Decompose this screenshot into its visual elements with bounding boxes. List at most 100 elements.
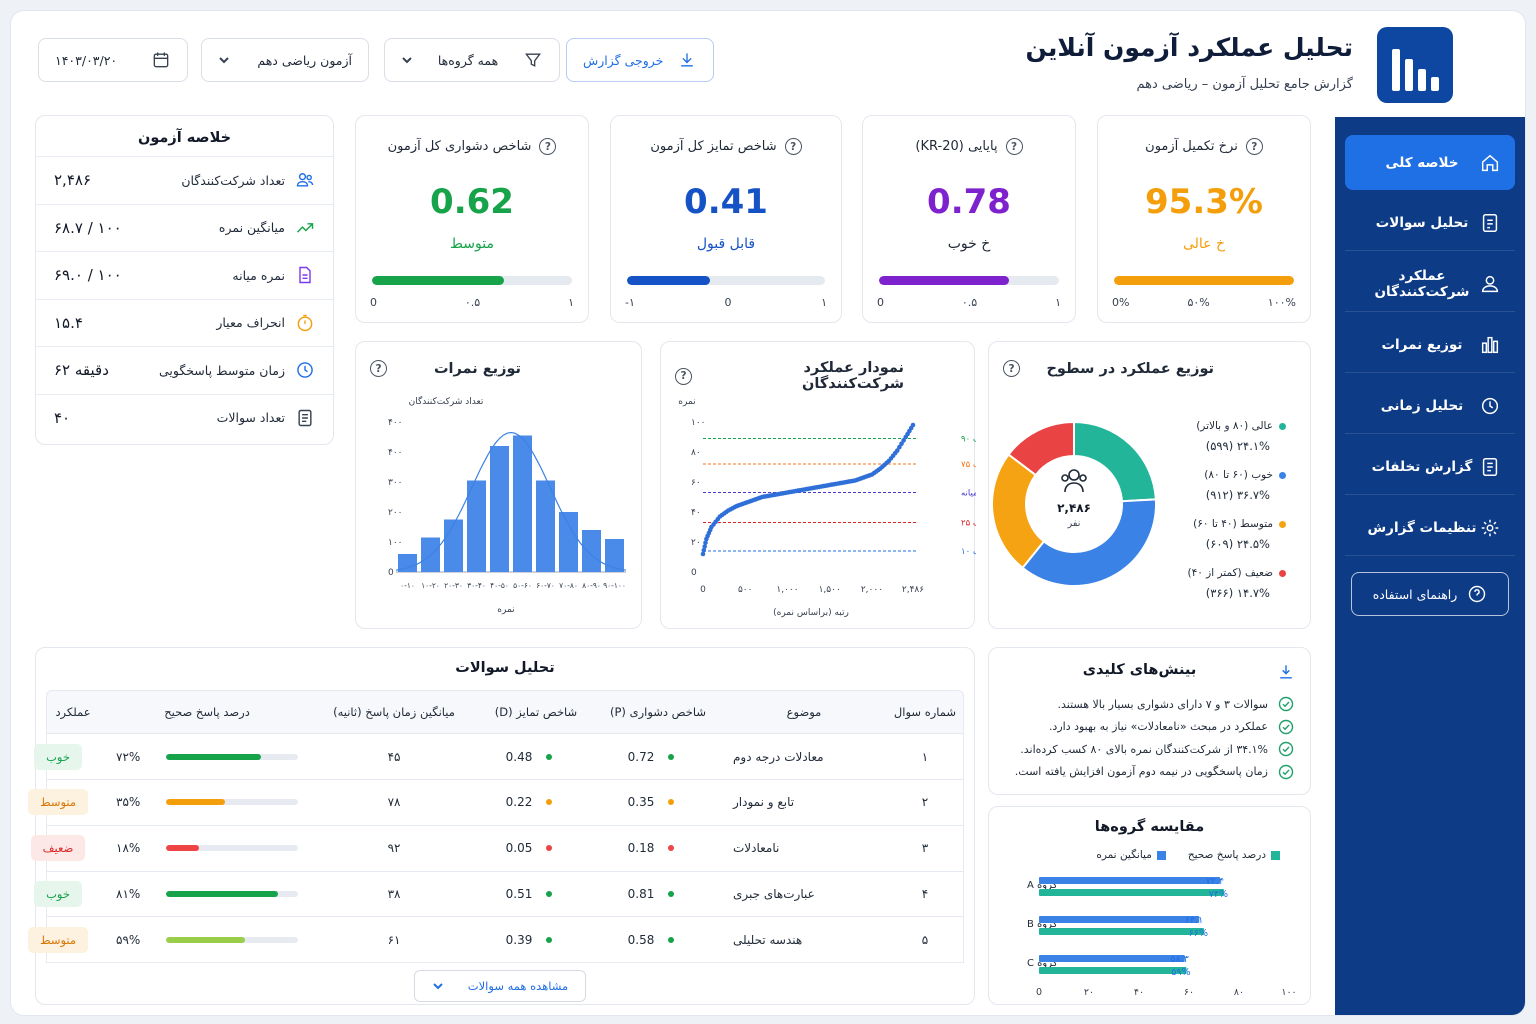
exam-summary-card: خلاصه آزمون تعداد شرکت‌کنندگان ۲,۴۸۶ میانگ… [35,115,334,445]
table-row[interactable]: ۲ تابع و نمودار 0.35 0.22 ۷۸ ۳۵% متوسط [27,779,964,826]
help-circle-icon[interactable]: ? [784,138,802,155]
histogram-ytick: ۲۰۰ [388,508,403,518]
summary-value: ۶۲ دقیقه [54,361,109,379]
column-header: موضوع [786,705,822,719]
home-icon [1481,154,1499,171]
histogram-xtick: ۹۰-۱۰۰ [603,581,626,590]
insight-item: عملکرد در مبحث «نامعادلات» نیاز به بهبود… [1009,719,1294,735]
table-row[interactable]: ۴ عبارت‌های جبری 0.81 0.51 ۳۸ ۸۱% خوب [34,871,964,918]
exam-select-dropdown[interactable]: آزمون ریاضی دهم [201,38,369,82]
performance-badge: خوب [34,743,82,770]
discrimination-value: 0.05 [505,841,533,856]
summary-value: ۶۸.۷ / ۱۰۰ [54,218,122,237]
summary-row: زمان متوسط پاسخگویی ۶۲ دقیقه [36,346,333,393]
help-button[interactable]: راهنمای استفاده [1351,572,1509,616]
histogram-ytick: ۴۰۰ [388,448,403,458]
timer-icon [295,313,315,333]
reference-label: صدک ۹۰ [961,435,976,445]
insights-title: بینش‌های کلیدی [1082,662,1197,678]
scatter-chart: نمره 0 ۲۰ ۴۰ ۶۰ ۸۰ ۱۰۰ 0 ۵۰۰ ۱,۰۰۰ ۱,۵۰۰ ۲,۰۰۰ ۲,۴۸۶… [678,397,976,618]
mean-value-label: ۶۴.۱ [1185,915,1203,926]
export-report-button[interactable]: خروجی گزارش [566,38,714,82]
help-circle-icon[interactable]: ? [1003,360,1020,377]
status-dot [668,936,675,943]
date-picker[interactable]: ۱۴۰۳/۰۳/۲۰ [38,38,188,82]
performance-badge: ضعیف [30,835,86,862]
summary-title: خلاصه آزمون [137,130,232,146]
summary-value: ۲,۴۸۶ [54,171,91,189]
avg-time: ۴۵ [387,749,401,764]
question-number: ۵ [921,932,929,947]
correct-pct-bar [166,799,298,806]
clock-icon [1481,397,1499,415]
sidebar-item-time[interactable]: تحلیل زمانی [1345,379,1515,434]
help-circle-icon[interactable]: ? [1005,138,1023,155]
scatter-xtick: 0 [700,585,706,595]
help-circle-icon[interactable]: ? [1245,138,1263,155]
mean-bar [1039,955,1185,962]
correct-pct: ۱۸% [116,841,141,856]
legend-correct: درصد پاسخ صحیح [1187,849,1266,861]
kpi-tick: ۱ [1055,296,1061,309]
sidebar-item-violations[interactable]: گزارش تخلفات [1345,440,1515,495]
legend-item: خوب (۶۰ تا ۸۰) ۳۶.۷% (۹۱۲) [1168,469,1286,502]
histogram-xtick: ۶۰-۷۰ [536,581,555,590]
scatter-point [703,540,708,546]
column-header: عملکرد [55,705,91,719]
kpi-value: 95.3% [1145,182,1263,222]
legend-item: عالی (۸۰ و بالاتر) ۲۴.۱% (۵۹۹) [1168,420,1286,453]
kpi-tick: 0% [1112,296,1130,309]
summary-value: ۱۵.۴ [54,313,83,332]
normal-curve [395,431,627,571]
summary-label: انحراف معیار [216,315,285,330]
histogram-ytick: 0 [388,568,394,578]
scatter-xtick: ۵۰۰ [738,585,753,595]
user-icon [1481,275,1499,293]
help-circle-icon[interactable]: ? [675,367,692,385]
correct-bar [1039,928,1204,935]
sidebar-item-participants[interactable]: عملکرد شرکت‌کنندگان [1345,257,1515,312]
question-number: ۳ [921,841,929,856]
table-row[interactable]: ۱ معادلات درجه دوم 0.72 0.48 ۴۵ ۷۲% خوب [34,734,964,780]
legend-label: عالی (۸۰ و بالاتر) [1196,420,1273,432]
sidebar-item-label: خلاصه کلی [1385,154,1459,171]
histogram-bar [605,539,624,572]
scatter-ylabel: نمره [678,397,695,407]
sidebar-item-overview[interactable]: خلاصه کلی [1345,135,1515,190]
view-all-questions-button[interactable]: مشاهده همه سوالات [414,970,586,1002]
histogram-ylabel: تعداد شرکت‌کنندگان [409,395,484,407]
insight-text: زمان پاسخگویی در نیمه دوم آزمون افزایش ی… [1014,765,1268,778]
legend-stat: ۳۶.۷% (۹۱۲) [1205,488,1270,502]
sidebar-item-label: توزیع نمرات [1381,337,1463,353]
group-filter-dropdown[interactable]: همه گروه‌ها [384,38,560,82]
kpi-discrimination: ? شاخص تمایز کل آزمون 0.41 قابل قبول -۱ 0 ۱ [610,115,842,323]
kpi-tick: 0 [877,296,884,309]
questions-analysis-card: تحلیل سوالات شماره سوال موضوع شاخص دشواری … [27,647,975,1005]
discrimination-value: 0.22 [505,795,533,810]
kpi-reliability: ? پایایی (KR-20) 0.78 خ خوب 0 ۰.۵ ۱ [862,115,1076,323]
column-header: شاخص تمایز (D) [494,705,578,719]
sidebar-item-scores[interactable]: توزیع نمرات [1345,318,1515,373]
question-topic: عبارت‌های جبری [733,886,815,901]
table-row[interactable]: ۵ هندسه تحلیلی 0.58 0.39 ۶۱ ۵۹% متوسط [27,917,964,964]
table-row[interactable]: ۳ نامعادلات 0.18 0.05 ۹۲ ۱۸% ضعیف [30,825,964,872]
sidebar-item-settings[interactable]: تنظیمات گزارش [1345,501,1515,556]
help-circle-icon[interactable]: ? [370,360,387,377]
kpi-tick: -۱ [625,296,635,309]
status-dot [668,799,675,806]
insight-item: زمان پاسخگویی در نیمه دوم آزمون افزایش ی… [1009,764,1294,780]
help-circle-icon[interactable]: ? [539,138,557,155]
discrimination-value: 0.39 [505,932,533,947]
sidebar-item-questions[interactable]: تحلیل سوالات [1345,196,1515,251]
question-number: ۲ [921,795,929,810]
difficulty-value: 0.72 [627,749,655,764]
histogram-xtick: ۲۰-۳۰ [444,581,463,590]
download-icon[interactable] [1276,662,1296,682]
status-dot [546,890,553,897]
legend-item: متوسط (۴۰ تا ۶۰) ۲۴.۵% (۶۰۹) [1168,518,1286,551]
group-xtick: 0 [1036,987,1042,998]
legend-stat: ۱۴.۷% (۳۶۶) [1205,586,1270,600]
users-icon [1061,469,1087,493]
column-header: میانگین زمان پاسخ (ثانیه) [333,705,455,719]
histogram-xlabel: نمره [497,605,514,615]
